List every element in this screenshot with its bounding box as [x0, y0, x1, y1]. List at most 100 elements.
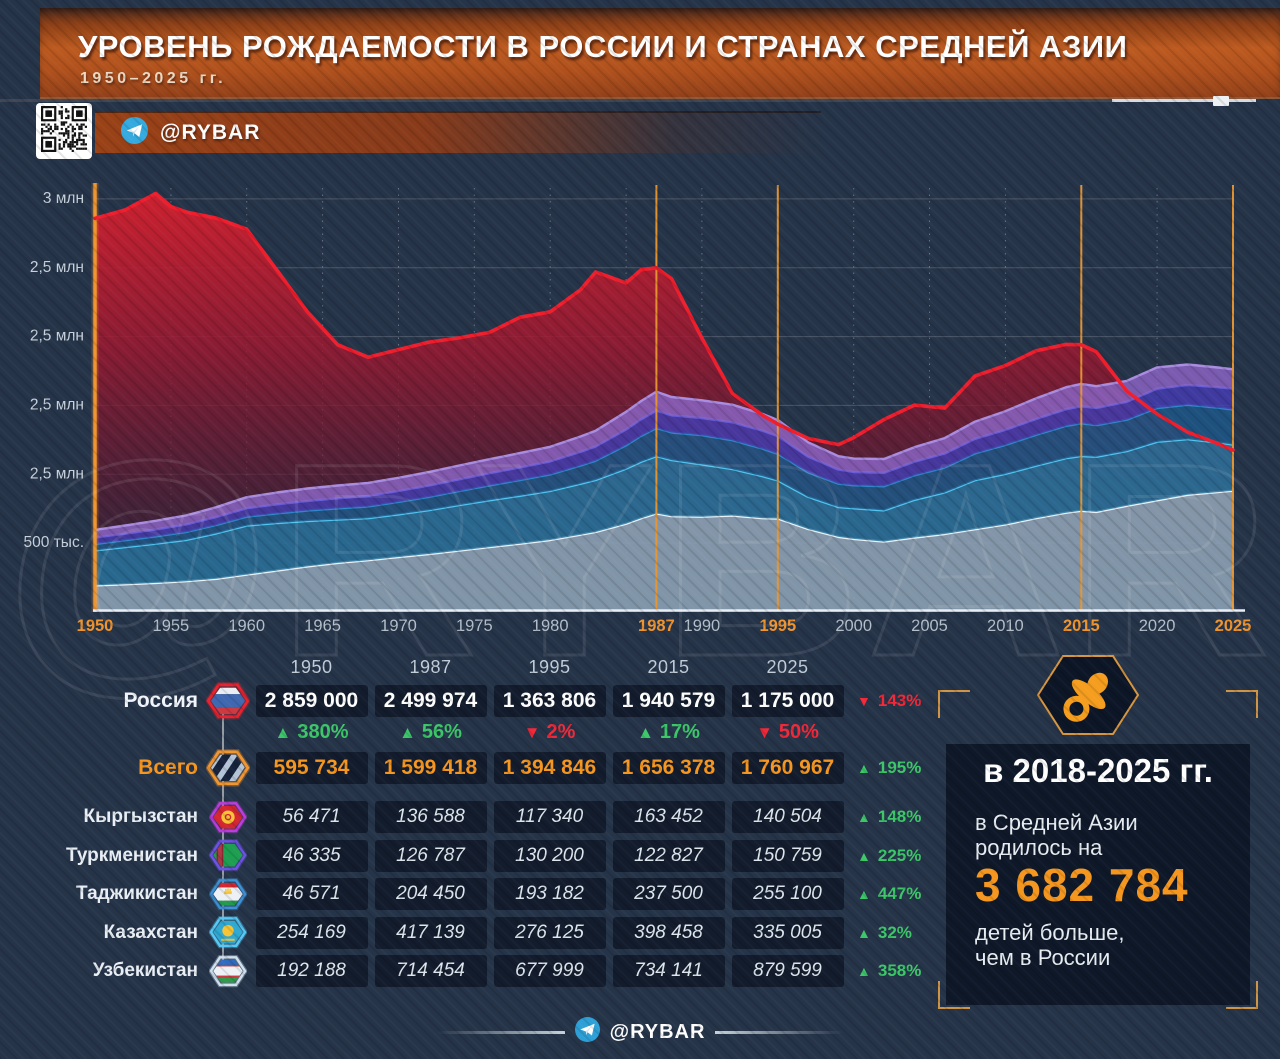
value-cell: 417 139: [371, 916, 490, 949]
qr-code: [36, 103, 92, 159]
value-cell: 1 656 378: [609, 752, 728, 784]
row-label-kyrgyzstan: Кыргызстан: [83, 806, 198, 827]
summary-card: [946, 744, 1250, 1005]
x-axis-label: 1965: [304, 617, 341, 635]
x-axis-label: 1970: [380, 617, 417, 635]
up-triangle-icon: ▲: [857, 924, 871, 941]
pacifier-badge: [1034, 650, 1142, 745]
flag-tajikistan-icon: [204, 877, 252, 911]
table-row-tajikistan: Таджикистан 46 571 204 450 193 182 237 500 25…: [0, 877, 987, 911]
summary-period: в 2018-2025 гг.: [983, 752, 1213, 789]
x-axis-label: 2020: [1139, 617, 1176, 635]
value-cell: 1 175 000: [728, 685, 847, 717]
column-header: 1987: [371, 657, 490, 678]
value-cell: 1 940 579: [609, 685, 728, 717]
channel-badge-bar: @RYBAR: [95, 111, 821, 153]
value-cell: 276 125: [490, 916, 609, 949]
card-bracket-bottom-right: [1226, 981, 1258, 1009]
kyrgyzstan-area: [95, 364, 1233, 538]
qr-pattern-icon: [41, 105, 87, 157]
column-header: 2015: [609, 657, 728, 678]
footer-line-left: [436, 1030, 565, 1034]
table-row-turkmenistan: Туркменистан 46 335 126 787 130 200 122 827 1…: [0, 839, 987, 872]
row-label-russia: Россия: [123, 689, 198, 712]
russia-change-cell: ▼ 50%: [756, 720, 819, 743]
kazakhstan-area: [95, 439, 1233, 586]
value-cell: 1 394 846: [490, 752, 609, 784]
delta-tajikistan: ▲ 447%: [857, 884, 922, 903]
russia-change-cell: ▲ 56%: [399, 720, 462, 743]
column-header-label: 1950: [290, 656, 333, 677]
value-cell: 204 450: [371, 878, 490, 910]
uzbekistan-area: [95, 490, 1233, 612]
y-axis-label: 2,5 млн: [30, 465, 84, 482]
table-row-uzbekistan: Узбекистан 192 188 714 454 677 999 734 141 87…: [0, 954, 987, 988]
value-cell: 2 499 974: [371, 685, 490, 717]
value-cell: 46 571: [252, 878, 371, 910]
column-header: 1950: [252, 657, 371, 678]
value-cell: 1 363 806: [490, 685, 609, 717]
summary-number: 3 682 784: [975, 859, 1189, 911]
russia-line: [93, 191, 1235, 452]
card-bracket-top-left: [938, 690, 970, 718]
flag-kazakhstan-icon: [204, 915, 252, 949]
value-cell: 130 200: [490, 839, 609, 872]
progress-fill: [1112, 99, 1256, 102]
row-label-turkmenistan: Туркменистан: [65, 844, 198, 866]
progress-track[interactable]: [0, 99, 1256, 102]
flag-total-icon: [204, 748, 252, 788]
value-cell: 677 999: [490, 955, 609, 987]
x-axis-label: 1987: [638, 617, 675, 635]
delta-turkmenistan: ▲ 225%: [857, 845, 922, 865]
flag-connector-line: [222, 702, 224, 974]
header-banner: УРОВЕНЬ РОЖДАЕМОСТИ В РОССИИ И СТРАНАХ С…: [40, 8, 1280, 97]
card-bracket-bottom-left: [938, 981, 970, 1009]
table-row-kyrgyzstan: Кыргызстан 56 471 136 588 117 340 163 452 140…: [0, 800, 987, 834]
column-header-label: 1987: [409, 656, 452, 677]
y-axis-label: 2,5 млн: [30, 259, 84, 276]
value-cell: 126 787: [371, 839, 490, 872]
row-label-uzbekistan: Узбекистан: [92, 960, 198, 981]
flag-russia-icon: [204, 681, 252, 721]
up-triangle-icon: ▲: [274, 722, 292, 742]
value-cell: 136 588: [371, 801, 490, 833]
y-axis-label: 3 млн: [43, 190, 84, 207]
value-cell: 879 599: [728, 955, 847, 987]
channel-handle: @RYBAR: [160, 121, 261, 144]
tajikistan-area: [95, 404, 1233, 551]
value-cell: 335 005: [728, 916, 847, 949]
telegram-icon: [574, 1017, 600, 1047]
down-triangle-icon: ▼: [857, 693, 871, 709]
up-triangle-icon: ▲: [857, 760, 871, 776]
page-title: УРОВЕНЬ РОЖДАЕМОСТИ В РОССИИ И СТРАНАХ С…: [78, 29, 1128, 64]
down-triangle-icon: ▼: [523, 722, 541, 742]
value-cell: 192 188: [252, 955, 371, 987]
pacifier-icon: [1063, 672, 1109, 722]
x-axis-label: 2005: [911, 617, 948, 635]
x-axis-label: 2000: [835, 617, 872, 635]
value-cell: 2 859 000: [252, 685, 371, 717]
up-triangle-icon: ▲: [857, 963, 871, 979]
russia-change-row: ▲ 380% ▲ 56% ▼ 2% ▲ 17% ▼ 50%: [0, 716, 847, 748]
card-bracket-top-right: [1226, 690, 1258, 718]
x-axis-label: 1975: [456, 617, 493, 635]
footer: @RYBAR: [0, 1012, 1280, 1052]
x-axis-label: 1995: [759, 617, 796, 635]
value-cell: 140 504: [728, 801, 847, 833]
russia-change-cell: ▼ 2%: [523, 720, 576, 743]
x-axis-label: 1960: [228, 617, 265, 635]
value-cell: 734 141: [609, 955, 728, 987]
value-cell: 122 827: [609, 839, 728, 872]
value-cell: 398 458: [609, 916, 728, 949]
footer-line-right: [715, 1030, 844, 1034]
value-cell: 1 599 418: [371, 752, 490, 784]
progress-thumb[interactable]: [1213, 96, 1229, 106]
table-row-kazakhstan: Казахстан 254 169 417 139 276 125 398 458 335…: [0, 915, 987, 949]
telegram-icon: [121, 117, 148, 149]
column-header-label: 2025: [766, 656, 809, 677]
value-cell: 1 760 967: [728, 752, 847, 784]
turkmenistan-line: [94, 383, 1234, 539]
